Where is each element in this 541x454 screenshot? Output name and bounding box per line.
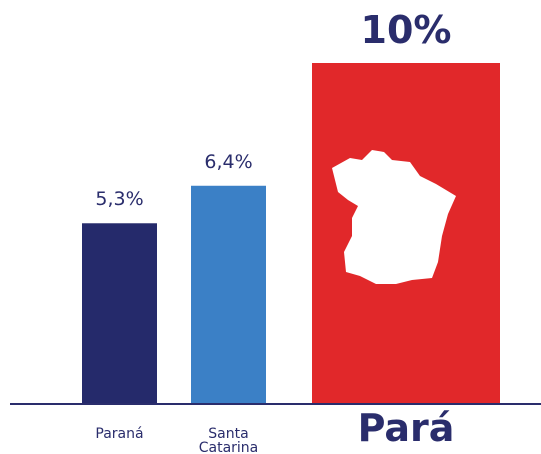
bar bbox=[82, 223, 157, 404]
category-label: Santa Catarina bbox=[198, 426, 259, 454]
value-label: 6,4% bbox=[204, 150, 253, 173]
category-label: Paraná bbox=[95, 426, 144, 442]
bar bbox=[191, 185, 266, 404]
value-label: 5,3% bbox=[95, 188, 144, 211]
state-silhouette bbox=[332, 150, 456, 284]
category-label: Pará bbox=[357, 406, 455, 450]
value-label: 10% bbox=[360, 8, 452, 52]
